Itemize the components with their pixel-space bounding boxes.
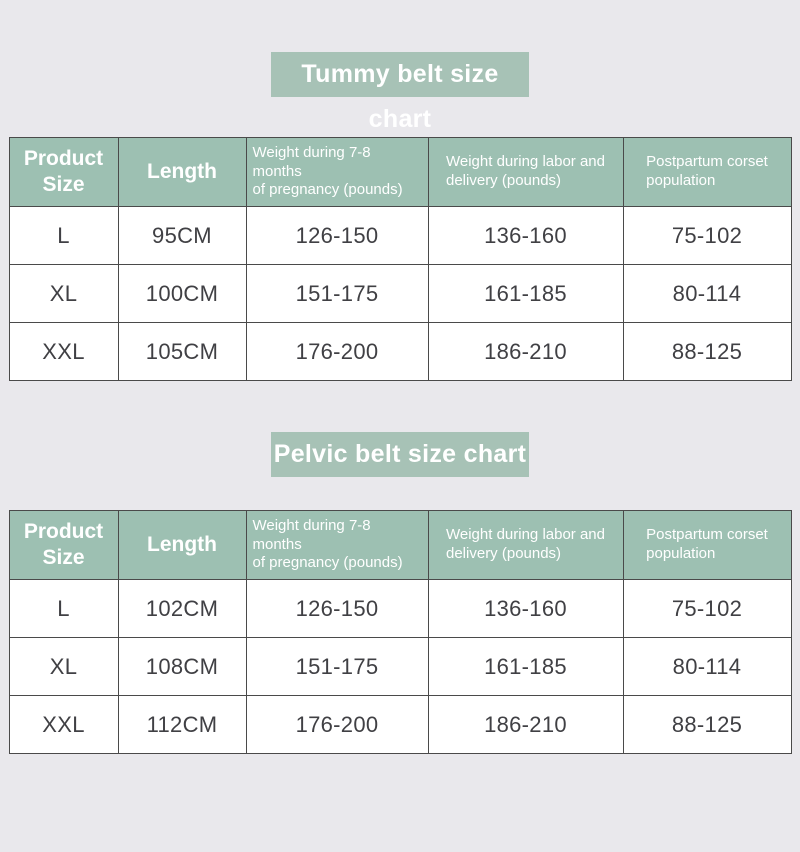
header-line: population [646,545,716,562]
cell-product-size: XXL [8,695,119,754]
table-header-row: Product Size Length Weight during 7-8 mon… [8,510,792,580]
cell-weight-labor: 161-185 [427,264,624,323]
cell-weight-pregnancy: 151-175 [245,264,429,323]
header-line: Length [147,532,217,556]
cell-weight-labor: 136-160 [427,206,624,265]
header-weight-labor: Weight during labor and delivery (pounds) [427,510,624,580]
cell-weight-pregnancy: 176-200 [245,322,429,381]
cell-length: 112CM [117,695,247,754]
cell-postpartum: 75-102 [622,579,792,638]
header-length: Length [117,137,247,207]
cell-weight-pregnancy: 126-150 [245,206,429,265]
cell-weight-pregnancy: 126-150 [245,579,429,638]
header-line: Weight during 7-8 months [252,516,371,553]
cell-length: 105CM [117,322,247,381]
header-postpartum: Postpartum corset population [622,510,792,580]
header-product-size: Product Size [8,137,119,207]
cell-length: 100CM [117,264,247,323]
tummy-belt-size-table: Product Size Length Weight during 7-8 mon… [8,137,792,381]
header-line: Length [147,159,217,183]
header-line: Product [23,146,104,170]
header-line: of pregnancy (pounds) [252,181,403,199]
table-row: L 102CM 126-150 136-160 75-102 [8,579,792,638]
size-chart-page: { "page": { "background": "#e9e8ec" }, "… [0,52,800,852]
cell-weight-labor: 186-210 [427,322,624,381]
header-line: delivery (pounds) [446,172,562,189]
pelvic-belt-title-banner: Pelvic belt size chart [271,432,529,477]
table-row: XL 108CM 151-175 161-185 80-114 [8,637,792,696]
header-postpartum: Postpartum corset population [622,137,792,207]
cell-weight-labor: 136-160 [427,579,624,638]
header-line: Postpartum corset [646,526,768,544]
header-line: Size [42,546,85,569]
table-header-row: Product Size Length Weight during 7-8 mon… [8,137,792,207]
header-product-size: Product Size [8,510,119,580]
header-weight-pregnancy: Weight during 7-8 months of pregnancy (po… [245,510,429,580]
cell-weight-pregnancy: 176-200 [245,695,429,754]
pelvic-belt-size-table: Product Size Length Weight during 7-8 mon… [8,510,792,754]
header-line: Postpartum corset [646,153,768,171]
cell-postpartum: 75-102 [622,206,792,265]
cell-postpartum: 80-114 [622,264,792,323]
header-line: population [646,172,716,189]
cell-product-size: XXL [8,322,119,381]
cell-product-size: L [8,579,119,638]
cell-weight-pregnancy: 151-175 [245,637,429,696]
cell-postpartum: 80-114 [622,637,792,696]
header-weight-pregnancy: Weight during 7-8 months of pregnancy (po… [245,137,429,207]
cell-length: 102CM [117,579,247,638]
cell-length: 95CM [117,206,247,265]
cell-product-size: XL [8,264,119,323]
cell-postpartum: 88-125 [622,695,792,754]
cell-weight-labor: 186-210 [427,695,624,754]
header-line: Weight during 7-8 months [252,143,371,180]
cell-postpartum: 88-125 [622,322,792,381]
header-weight-labor: Weight during labor and delivery (pounds) [427,137,624,207]
table-row: XXL 112CM 176-200 186-210 88-125 [8,695,792,754]
table-row: XL 100CM 151-175 161-185 80-114 [8,264,792,323]
tummy-belt-title-banner: Tummy belt size chart [271,52,529,133]
cell-weight-labor: 161-185 [427,637,624,696]
header-length: Length [117,510,247,580]
header-line: Product [23,519,104,543]
header-line: Size [42,173,85,196]
header-line: Weight during labor and [446,526,605,544]
cell-product-size: L [8,206,119,265]
cell-product-size: XL [8,637,119,696]
cell-length: 108CM [117,637,247,696]
table-row: L 95CM 126-150 136-160 75-102 [8,206,792,265]
header-line: Weight during labor and [446,153,605,171]
header-line: of pregnancy (pounds) [252,554,403,572]
header-line: delivery (pounds) [446,545,562,562]
table-row: XXL 105CM 176-200 186-210 88-125 [8,322,792,381]
